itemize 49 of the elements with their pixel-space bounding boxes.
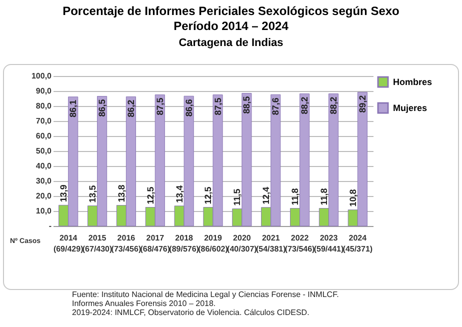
- y-tick-label: 30,0: [36, 176, 52, 186]
- data-label: 13,5: [87, 185, 98, 203]
- legend-label: Hombres: [393, 77, 432, 87]
- data-label: 87,6: [270, 98, 281, 116]
- x-tick-label: 2018 (89/576): [169, 234, 200, 254]
- data-label: 13,8: [116, 184, 126, 202]
- chart-subtitle: Cartagena de Indias: [178, 37, 284, 49]
- data-label: 11,5: [232, 188, 242, 206]
- y-tick-label: 100,0: [31, 72, 52, 80]
- data-label: 12,5: [203, 186, 214, 204]
- y-tick-label: 60,0: [36, 132, 52, 140]
- x-tick-label: 2017 (68/476): [140, 234, 170, 254]
- data-label: 11,8: [318, 188, 329, 206]
- data-label: 86,2: [126, 100, 136, 118]
- data-label: 12,4: [261, 186, 272, 204]
- y-tick-label: -: [48, 222, 52, 230]
- x-tick-label: 2016 (73/456): [111, 234, 142, 254]
- source-note: Fuente: Instituto Nacional de Medicina Legal y Ciencias Forense - INMLCF. Informes Anuales Forensis 2010 – 2018. 2019-2024: INMLCF, Observatorio de Violencia. Cálculos CIDESD.: [72, 290, 339, 317]
- data-label: 86,6: [184, 99, 194, 117]
- x-tick-label: 2019 (86/602): [198, 234, 228, 254]
- data-label: 13,9: [58, 184, 69, 202]
- data-label: 88,2: [328, 96, 339, 114]
- x-tick-label: 2014 (69/429): [53, 234, 84, 254]
- y-tick-label: 90,0: [36, 86, 52, 96]
- y-tick-label: 70,0: [36, 116, 52, 126]
- x-tick-label: 2020 (40/307): [227, 234, 258, 254]
- data-label: 12,5: [145, 186, 156, 204]
- data-label: 88,2: [300, 96, 310, 114]
- data-label: 11,8: [290, 188, 300, 206]
- data-label: 86,5: [97, 99, 108, 117]
- data-label: 13,4: [174, 185, 184, 203]
- y-tick-label: 10,0: [36, 206, 52, 216]
- data-label: 89,2: [357, 95, 368, 113]
- x-tick-label: 2024 (45/371): [342, 234, 373, 254]
- x-tick-label: 2022 (73/546): [284, 234, 316, 254]
- chart-title: Porcentaje de Informes Periciales Sexológicos según Sexo Período 2014 – 2024: [62, 4, 400, 34]
- data-label: 87,5: [154, 98, 165, 116]
- data-label: 10,8: [348, 189, 358, 207]
- data-label: 87,5: [212, 98, 223, 116]
- x-tick-label: 2015 (67/430): [82, 234, 112, 254]
- y-tick-label: 40,0: [36, 162, 52, 170]
- x-tick-label: 2021 (54/381): [256, 234, 286, 254]
- data-label: 86,1: [68, 100, 78, 118]
- legend-label: Mujeres: [393, 103, 428, 113]
- x-tick-label: 2023 (59/441): [314, 234, 344, 254]
- y-tick-label: 20,0: [36, 192, 52, 200]
- y-tick-label: 80,0: [36, 102, 52, 110]
- data-label: 88,5: [242, 96, 252, 114]
- y-tick-label: 50,0: [36, 146, 52, 156]
